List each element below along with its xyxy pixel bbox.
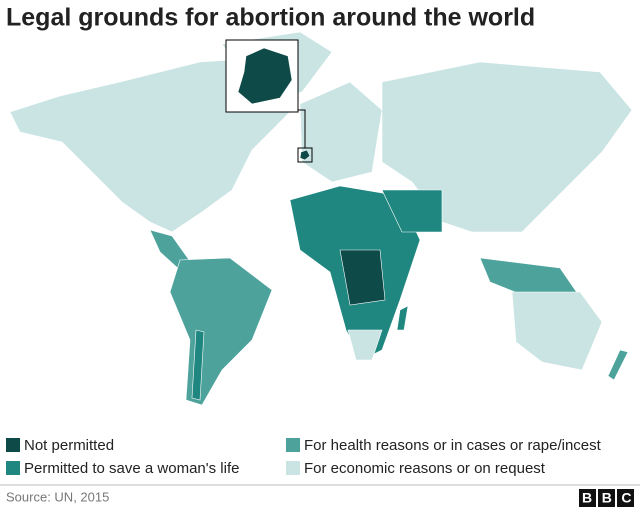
- middle-east: [381, 189, 443, 233]
- south-america: [169, 257, 273, 406]
- europe: [299, 81, 383, 183]
- legend-swatch: [286, 461, 300, 475]
- world-map: [9, 31, 633, 406]
- source: Source: UN, 2015: [6, 489, 109, 504]
- central-africa: [339, 249, 386, 306]
- legend-swatch: [6, 461, 20, 475]
- logo-block: [617, 489, 634, 507]
- logo-block: [579, 489, 596, 507]
- legend-swatch: [6, 438, 20, 452]
- ireland-inset: [237, 47, 293, 105]
- ireland: [299, 149, 311, 161]
- southern-africa: [347, 329, 383, 361]
- logo-text: BBC: [582, 490, 640, 506]
- australia: [511, 291, 603, 371]
- bbc-logo: BBC: [579, 489, 640, 507]
- logo-block: [598, 489, 615, 507]
- legend-label: Not permitted: [24, 437, 114, 454]
- legend-label: Permitted to save a woman's life: [24, 460, 239, 477]
- title: Legal grounds for abortion around the wo…: [6, 4, 535, 32]
- new-zealand: [607, 349, 629, 381]
- legend-label: For economic reasons or on request: [304, 460, 546, 477]
- chile: [191, 329, 205, 401]
- asia: [381, 61, 633, 233]
- legend-label: For health reasons or in cases or rape/i…: [304, 437, 602, 454]
- legend: Not permitted Permitted to save a woman'…: [6, 437, 602, 477]
- madagascar: [396, 305, 409, 331]
- inset-connector: [298, 109, 306, 148]
- legend-swatch: [286, 438, 300, 452]
